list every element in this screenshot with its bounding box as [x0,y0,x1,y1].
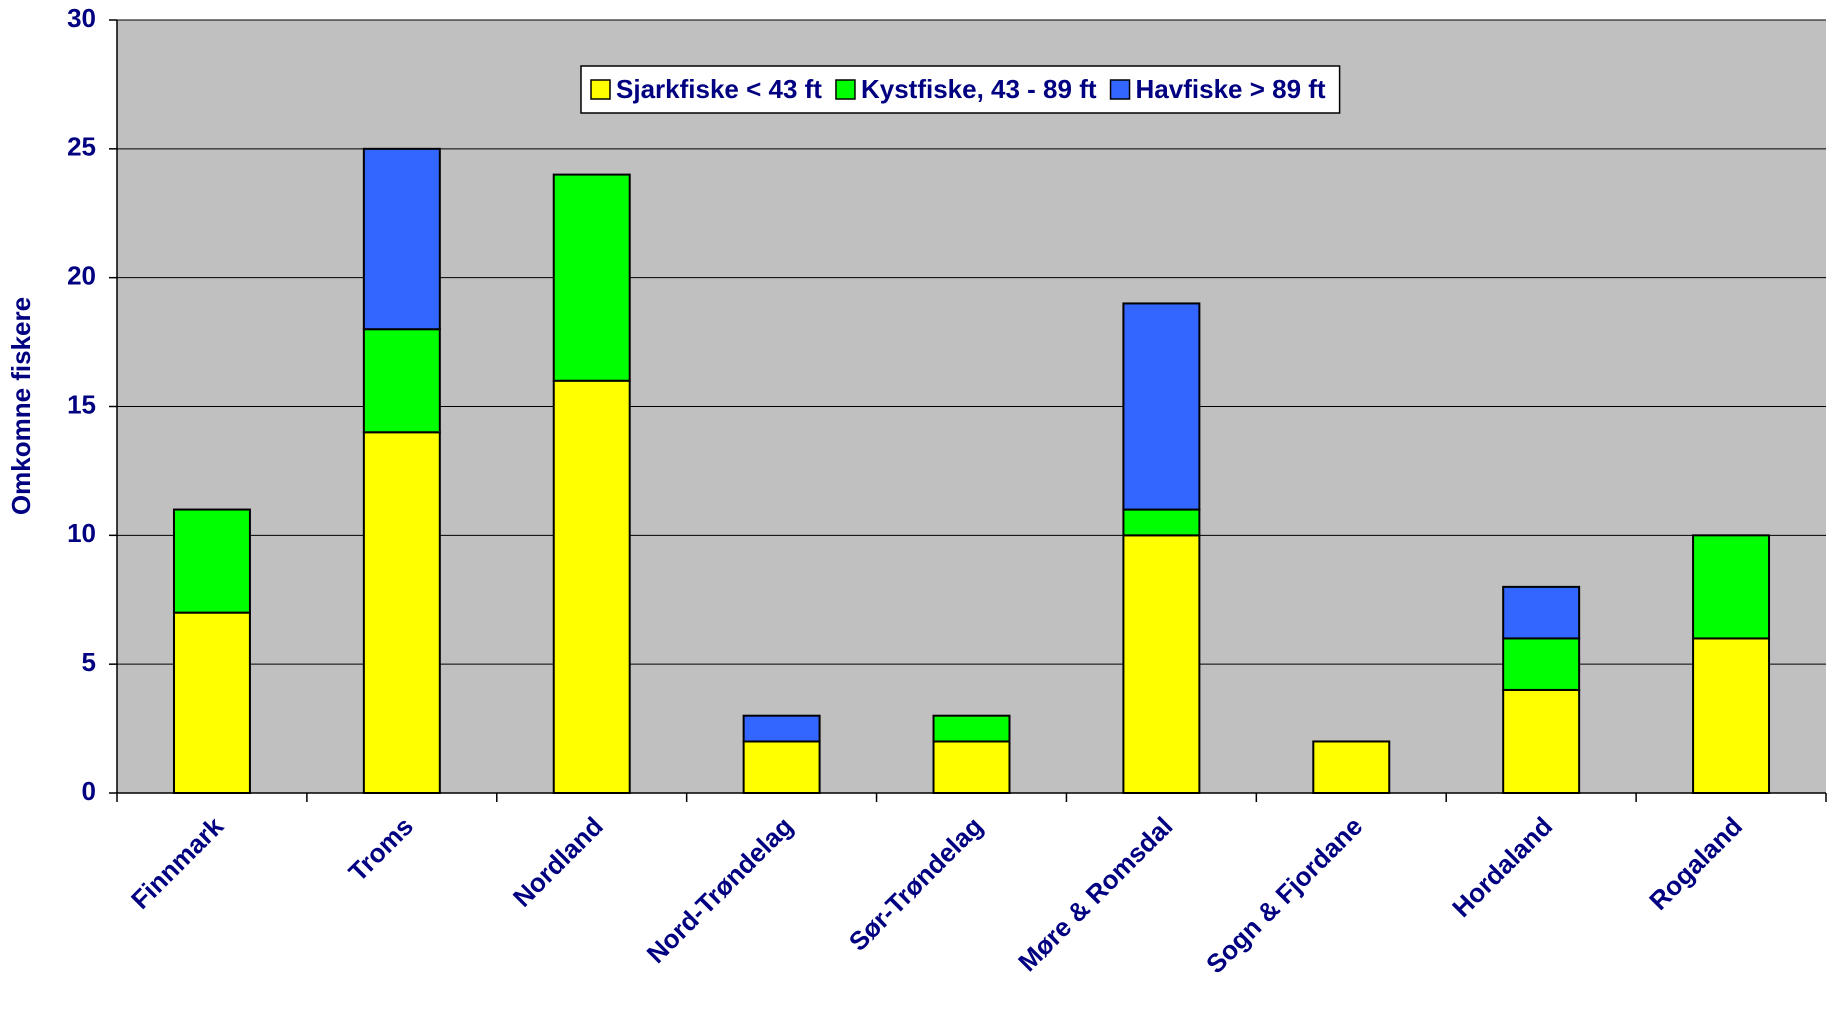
x-tick-label: Nord-Trøndelag [641,811,799,969]
bar-segment [742,714,821,743]
bar-segment [1502,585,1581,640]
y-tick-label: 25 [67,132,96,162]
bar-segment [1502,637,1581,691]
legend-swatch [590,79,611,100]
bar-segment [362,147,441,331]
y-tick-label: 10 [67,518,96,548]
x-tick-label: Finnmark [125,811,229,915]
bar-segment [552,379,631,794]
y-tick-label: 20 [67,261,96,291]
x-tick-label: Sør-Trøndelag [843,811,989,957]
x-tick-label: Møre & Romsdal [1012,811,1178,977]
bar-segment [742,740,821,795]
bar-segment [1692,637,1771,795]
y-tick-label: 0 [82,776,96,806]
legend-label: Havfiske > 89 ft [1136,74,1326,104]
bar-segment [932,740,1011,795]
bar-segment [1692,534,1771,640]
x-tick-label: Troms [343,811,419,887]
y-axis-label: Omkomne fiskere [6,297,36,515]
y-tick-label: 5 [82,647,96,677]
legend-label: Sjarkfiske < 43 ft [616,74,822,104]
bar-segment [362,328,441,434]
bar-segment [172,611,251,795]
bar-segment [1502,688,1581,795]
bar-segment [1122,302,1201,511]
y-tick-label: 15 [67,389,96,419]
bar-segment [1312,740,1391,795]
legend-swatch [835,79,856,100]
legend-label: Kystfiske, 43 - 89 ft [861,74,1097,104]
x-tick-label: Rogaland [1643,811,1748,916]
bar-segment [552,173,631,382]
y-tick-label: 30 [67,3,96,33]
bar-segment [172,508,251,614]
legend-swatch [1109,79,1131,100]
bar-segment [362,431,441,794]
x-tick-label: Hordaland [1446,811,1558,923]
bar-segment [932,714,1011,743]
legend [580,65,1341,114]
bar-segment [1122,534,1201,794]
x-tick-label: Nordland [507,811,609,913]
bar-segment [1122,508,1201,537]
x-tick-label: Sogn & Fjordane [1200,811,1368,979]
